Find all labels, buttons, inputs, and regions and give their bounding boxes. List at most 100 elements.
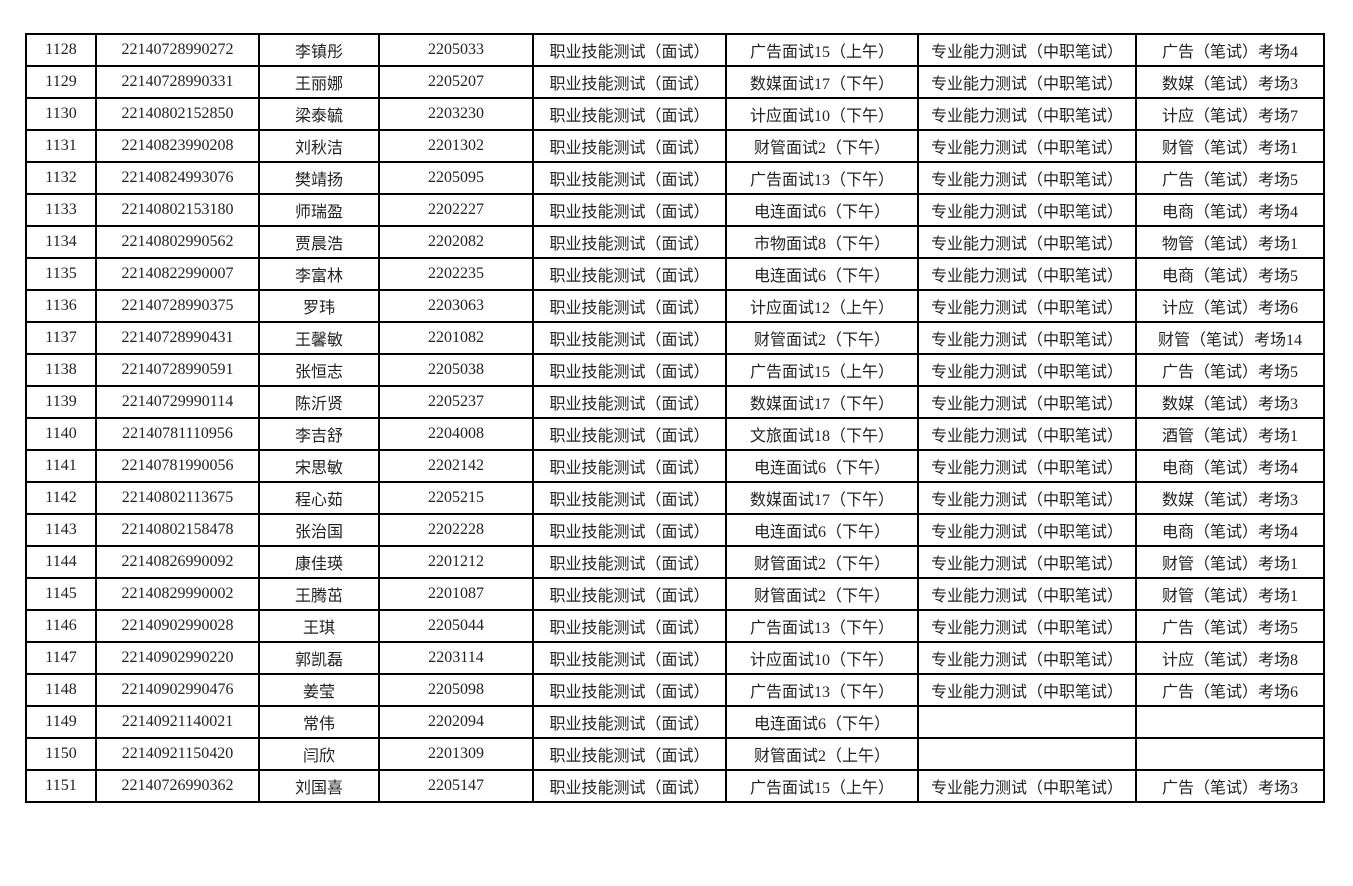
registration-number-cell: 22140802153180: [95, 193, 260, 227]
registration-number-cell: 22140902990220: [95, 641, 260, 675]
registration-number-cell: 22140781110956: [95, 417, 260, 451]
interview-room-cell: 电连面试6（下午）: [725, 705, 919, 739]
student-name-cell: 师瑞盈: [258, 193, 380, 227]
registration-number-cell: 22140829990002: [95, 577, 260, 611]
written-test-room-cell: 财管（笔试）考场14: [1135, 321, 1325, 355]
table-row: 1134 22140802990562 贾晨浩 2202082 职业技能测试（面试） 市物…: [25, 225, 1325, 259]
interview-room-cell: 数媒面试17（下午）: [725, 65, 919, 99]
row-number-cell: 1145: [25, 577, 97, 611]
interview-room-cell: 计应面试10（下午）: [725, 97, 919, 131]
test-subject-cell: 职业技能测试（面试）: [532, 289, 727, 323]
candidate-id-cell: 2201309: [378, 737, 534, 771]
row-number-cell: 1143: [25, 513, 97, 547]
written-test-subject-cell: 专业能力测试（中职笔试）: [917, 289, 1137, 323]
written-test-room-cell: 计应（笔试）考场7: [1135, 97, 1325, 131]
written-test-room-cell: 物管（笔试）考场1: [1135, 225, 1325, 259]
written-test-subject-cell: 专业能力测试（中职笔试）: [917, 609, 1137, 643]
candidate-id-cell: 2202142: [378, 449, 534, 483]
test-subject-cell: 职业技能测试（面试）: [532, 129, 727, 163]
test-subject-cell: 职业技能测试（面试）: [532, 385, 727, 419]
interview-room-cell: 财管面试2（下午）: [725, 545, 919, 579]
table-row: 1132 22140824993076 樊靖扬 2205095 职业技能测试（面试） 广告…: [25, 161, 1325, 195]
test-subject-cell: 职业技能测试（面试）: [532, 673, 727, 707]
table-row: 1142 22140802113675 程心茹 2205215 职业技能测试（面试） 数媒…: [25, 481, 1325, 515]
table-row: 1149 22140921140021 常伟 2202094 职业技能测试（面试） 电连面…: [25, 705, 1325, 739]
row-number-cell: 1144: [25, 545, 97, 579]
table-row: 1128 22140728990272 李镇彤 2205033 职业技能测试（面试） 广告…: [25, 33, 1325, 67]
candidate-id-cell: 2202094: [378, 705, 534, 739]
row-number-cell: 1142: [25, 481, 97, 515]
written-test-subject-cell: 专业能力测试（中职笔试）: [917, 673, 1137, 707]
student-name-cell: 刘秋洁: [258, 129, 380, 163]
registration-number-cell: 22140823990208: [95, 129, 260, 163]
written-test-room-cell: 广告（笔试）考场5: [1135, 353, 1325, 387]
interview-room-cell: 广告面试13（下午）: [725, 609, 919, 643]
written-test-subject-cell: 专业能力测试（中职笔试）: [917, 449, 1137, 483]
registration-number-cell: 22140902990476: [95, 673, 260, 707]
written-test-room-cell: 计应（笔试）考场8: [1135, 641, 1325, 675]
row-number-cell: 1129: [25, 65, 97, 99]
interview-room-cell: 市物面试8（下午）: [725, 225, 919, 259]
row-number-cell: 1130: [25, 97, 97, 131]
written-test-subject-cell: 专业能力测试（中职笔试）: [917, 161, 1137, 195]
candidate-id-cell: 2202227: [378, 193, 534, 227]
student-name-cell: 王丽娜: [258, 65, 380, 99]
written-test-room-cell: 广告（笔试）考场5: [1135, 609, 1325, 643]
written-test-subject-cell: 专业能力测试（中职笔试）: [917, 513, 1137, 547]
test-subject-cell: 职业技能测试（面试）: [532, 417, 727, 451]
test-subject-cell: 职业技能测试（面试）: [532, 705, 727, 739]
test-subject-cell: 职业技能测试（面试）: [532, 513, 727, 547]
registration-number-cell: 22140728990272: [95, 33, 260, 67]
row-number-cell: 1146: [25, 609, 97, 643]
candidate-id-cell: 2205237: [378, 385, 534, 419]
written-test-room-cell: [1135, 737, 1325, 771]
interview-room-cell: 计应面试10（下午）: [725, 641, 919, 675]
candidate-id-cell: 2203063: [378, 289, 534, 323]
registration-number-cell: 22140729990114: [95, 385, 260, 419]
written-test-subject-cell: 专业能力测试（中职笔试）: [917, 417, 1137, 451]
row-number-cell: 1136: [25, 289, 97, 323]
table-row: 1138 22140728990591 张恒志 2205038 职业技能测试（面试） 广告…: [25, 353, 1325, 387]
registration-number-cell: 22140728990331: [95, 65, 260, 99]
table-row: 1133 22140802153180 师瑞盈 2202227 职业技能测试（面试） 电连…: [25, 193, 1325, 227]
student-name-cell: 王腾茁: [258, 577, 380, 611]
student-name-cell: 刘国喜: [258, 769, 380, 803]
written-test-subject-cell: 专业能力测试（中职笔试）: [917, 225, 1137, 259]
test-subject-cell: 职业技能测试（面试）: [532, 449, 727, 483]
row-number-cell: 1149: [25, 705, 97, 739]
student-name-cell: 樊靖扬: [258, 161, 380, 195]
interview-room-cell: 电连面试6（下午）: [725, 513, 919, 547]
student-name-cell: 李吉舒: [258, 417, 380, 451]
registration-number-cell: 22140728990591: [95, 353, 260, 387]
registration-number-cell: 22140781990056: [95, 449, 260, 483]
candidate-id-cell: 2203230: [378, 97, 534, 131]
row-number-cell: 1151: [25, 769, 97, 803]
student-name-cell: 姜莹: [258, 673, 380, 707]
written-test-subject-cell: 专业能力测试（中职笔试）: [917, 193, 1137, 227]
row-number-cell: 1134: [25, 225, 97, 259]
written-test-subject-cell: [917, 705, 1137, 739]
test-subject-cell: 职业技能测试（面试）: [532, 225, 727, 259]
candidate-id-cell: 2205215: [378, 481, 534, 515]
test-subject-cell: 职业技能测试（面试）: [532, 161, 727, 195]
row-number-cell: 1128: [25, 33, 97, 67]
student-name-cell: 梁泰毓: [258, 97, 380, 131]
written-test-subject-cell: 专业能力测试（中职笔试）: [917, 321, 1137, 355]
student-name-cell: 罗玮: [258, 289, 380, 323]
test-subject-cell: 职业技能测试（面试）: [532, 641, 727, 675]
test-subject-cell: 职业技能测试（面试）: [532, 257, 727, 291]
table-row: 1141 22140781990056 宋思敏 2202142 职业技能测试（面试） 电连…: [25, 449, 1325, 483]
candidate-id-cell: 2205033: [378, 33, 534, 67]
written-test-subject-cell: 专业能力测试（中职笔试）: [917, 97, 1137, 131]
candidate-id-cell: 2202082: [378, 225, 534, 259]
student-name-cell: 郭凯磊: [258, 641, 380, 675]
written-test-room-cell: 电商（笔试）考场4: [1135, 449, 1325, 483]
written-test-room-cell: 电商（笔试）考场5: [1135, 257, 1325, 291]
row-number-cell: 1147: [25, 641, 97, 675]
row-number-cell: 1131: [25, 129, 97, 163]
table-row: 1143 22140802158478 张治国 2202228 职业技能测试（面试） 电连…: [25, 513, 1325, 547]
registration-number-cell: 22140726990362: [95, 769, 260, 803]
table-row: 1144 22140826990092 康佳瑛 2201212 职业技能测试（面试） 财管…: [25, 545, 1325, 579]
written-test-room-cell: 数媒（笔试）考场3: [1135, 481, 1325, 515]
candidate-id-cell: 2201082: [378, 321, 534, 355]
